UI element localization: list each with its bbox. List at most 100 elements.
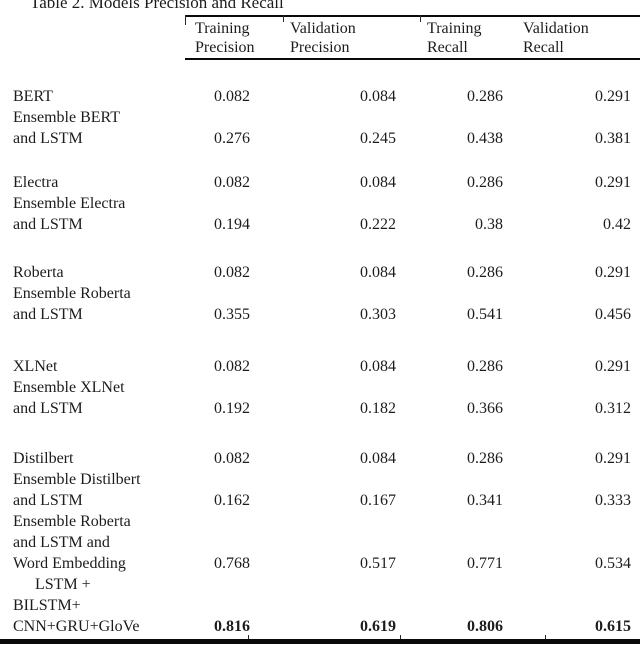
results-table: Training Precision Validation Precision …: [0, 15, 640, 644]
model-line: and LSTM: [13, 216, 83, 233]
validation-recall-value: 0.534: [595, 555, 631, 572]
model-cell: Distilbert: [0, 448, 185, 469]
validation-recall-value: 0.615: [595, 618, 631, 635]
table-row: LSTM + BILSTM+ CNN+GRU+GloVe 0.816 0.619…: [0, 574, 640, 637]
validation-recall-value: 0.42: [603, 216, 631, 233]
model-line: Ensemble XLNet: [13, 379, 125, 396]
training-precision-value: 0.276: [214, 130, 250, 147]
validation-precision-value: 0.084: [360, 450, 396, 467]
model-line: Ensemble BERT: [13, 109, 121, 126]
model-cell: Ensemble Roberta and LSTM and Word Embed…: [0, 511, 185, 574]
validation-precision-value: 0.303: [360, 306, 396, 323]
header-line: Precision: [290, 39, 350, 56]
training-recall-value: 0.341: [467, 492, 503, 509]
model-line: BERT: [13, 88, 53, 105]
model-cell: Ensemble BERT and LSTM: [0, 107, 185, 149]
training-precision-value: 0.082: [214, 358, 250, 375]
table-row: XLNet 0.082 0.084 0.286 0.291: [0, 356, 640, 377]
training-precision-value: 0.355: [214, 306, 250, 323]
validation-recall-value: 0.291: [595, 174, 631, 191]
header-line: Precision: [195, 39, 255, 56]
model-line: and LSTM: [13, 130, 83, 147]
training-precision-value: 0.082: [214, 450, 250, 467]
model-cell: Ensemble XLNet and LSTM: [0, 377, 185, 419]
model-line: Electra: [13, 174, 59, 191]
model-line: and LSTM: [13, 400, 83, 417]
training-precision-value: 0.082: [214, 174, 250, 191]
header-training-recall: Training Recall: [427, 19, 523, 57]
validation-precision-value: 0.084: [360, 264, 396, 281]
rule-tick: [185, 15, 186, 25]
validation-precision-value: 0.222: [360, 216, 396, 233]
model-cell: LSTM + BILSTM+ CNN+GRU+GloVe: [0, 574, 185, 637]
column-divider-tick: [283, 15, 284, 22]
training-recall-value: 0.771: [467, 555, 503, 572]
column-divider-tick: [400, 635, 401, 639]
column-divider-tick: [545, 635, 546, 639]
model-line: XLNet: [13, 358, 58, 375]
model-cell: XLNet: [0, 356, 185, 377]
table-row: Ensemble Electra and LSTM 0.194 0.222 0.…: [0, 193, 640, 235]
validation-recall-value: 0.381: [595, 130, 631, 147]
training-recall-value: 0.541: [467, 306, 503, 323]
validation-recall-value: 0.291: [595, 358, 631, 375]
model-cell: Electra: [0, 172, 185, 193]
model-line: LSTM +: [35, 576, 91, 593]
column-divider-tick: [248, 635, 249, 639]
validation-precision-value: 0.084: [360, 358, 396, 375]
training-precision-value: 0.162: [214, 492, 250, 509]
model-line: Roberta: [13, 264, 64, 281]
training-recall-value: 0.286: [467, 264, 503, 281]
training-recall-value: 0.286: [467, 88, 503, 105]
table-row: Roberta 0.082 0.084 0.286 0.291: [0, 262, 640, 283]
model-line: and LSTM: [13, 306, 83, 323]
table-bottom-rule: [0, 635, 640, 644]
model-line: Ensemble Distilbert: [13, 471, 141, 488]
header-validation-recall: Validation Recall: [523, 19, 640, 57]
model-cell: BERT: [0, 86, 185, 107]
table-header-row: Training Precision Validation Precision …: [185, 15, 640, 60]
header-training-precision: Training Precision: [185, 19, 290, 57]
model-line: CNN+GRU+GloVe: [13, 618, 140, 635]
training-recall-value: 0.286: [467, 174, 503, 191]
header-line: Recall: [523, 39, 564, 56]
header-line: Training: [427, 20, 482, 37]
training-precision-value: 0.082: [214, 88, 250, 105]
model-cell: Ensemble Electra and LSTM: [0, 193, 185, 235]
model-line: Ensemble Roberta: [13, 513, 131, 530]
header-line: Recall: [427, 39, 468, 56]
training-precision-value: 0.768: [214, 555, 250, 572]
model-line: BILSTM+: [13, 597, 81, 614]
table-row: BERT 0.082 0.084 0.286 0.291: [0, 86, 640, 107]
model-line: Ensemble Roberta: [13, 285, 131, 302]
table-row: Ensemble XLNet and LSTM 0.192 0.182 0.36…: [0, 377, 640, 419]
model-cell: Ensemble Distilbert and LSTM: [0, 469, 185, 511]
model-line: Distilbert: [13, 450, 74, 467]
validation-recall-value: 0.456: [595, 306, 631, 323]
validation-recall-value: 0.333: [595, 492, 631, 509]
validation-precision-value: 0.517: [360, 555, 396, 572]
training-precision-value: 0.194: [214, 216, 250, 233]
validation-recall-value: 0.291: [595, 264, 631, 281]
model-line: and LSTM: [13, 492, 83, 509]
training-precision-value: 0.192: [214, 400, 250, 417]
model-cell: Ensemble Roberta and LSTM: [0, 283, 185, 325]
validation-recall-value: 0.312: [595, 400, 631, 417]
model-line: Ensemble Electra: [13, 195, 126, 212]
training-recall-value: 0.286: [467, 358, 503, 375]
header-line: Validation: [290, 20, 356, 37]
table-body: BERT 0.082 0.084 0.286 0.291 Ensemble BE…: [0, 86, 640, 637]
table-row: Ensemble BERT and LSTM 0.276 0.245 0.438…: [0, 107, 640, 149]
validation-precision-value: 0.245: [360, 130, 396, 147]
table-row: Ensemble Roberta and LSTM 0.355 0.303 0.…: [0, 283, 640, 325]
validation-recall-value: 0.291: [595, 88, 631, 105]
training-recall-value: 0.366: [467, 400, 503, 417]
table-row: Distilbert 0.082 0.084 0.286 0.291: [0, 448, 640, 469]
model-line: and LSTM and: [13, 534, 110, 551]
header-validation-precision: Validation Precision: [290, 19, 427, 57]
training-recall-value: 0.806: [467, 618, 503, 635]
model-line: Word Embedding: [13, 555, 126, 572]
table-row: Electra 0.082 0.084 0.286 0.291: [0, 172, 640, 193]
training-precision-value: 0.082: [214, 264, 250, 281]
